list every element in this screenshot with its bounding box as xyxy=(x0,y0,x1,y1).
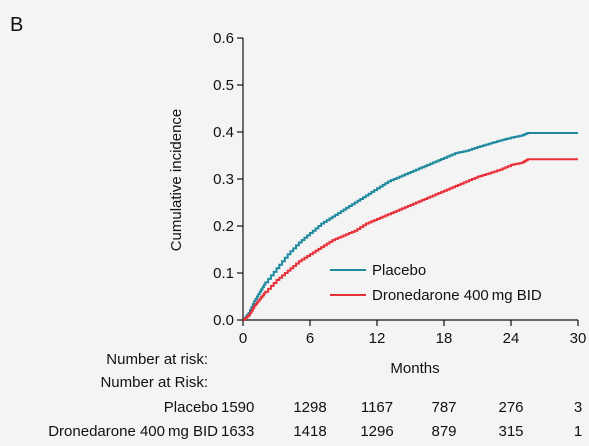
y-ticks: 0.0 0.1 0.2 0.3 0.4 0.5 0.6 xyxy=(213,30,243,329)
x-tick-label: 30 xyxy=(570,330,587,347)
risk-row-label: Placebo xyxy=(164,399,218,416)
x-tick-label: 24 xyxy=(503,330,520,347)
y-tick-label: 0.2 xyxy=(213,218,234,235)
risk-count: 1296 xyxy=(360,423,393,440)
y-tick-label: 0.4 xyxy=(213,124,234,141)
y-tick-label: 0.6 xyxy=(213,30,234,47)
risk-count: 879 xyxy=(431,423,456,440)
risk-count: 1 xyxy=(574,423,582,440)
x-ticks: 0 6 12 18 24 30 xyxy=(239,320,587,347)
x-tick-label: 18 xyxy=(436,330,453,347)
risk-count: 276 xyxy=(498,399,523,416)
legend-label-dronedarone: Dronedarone 400 mg BID xyxy=(372,287,542,304)
risk-table: Number at risk: Number at Risk: Placebo 1… xyxy=(48,351,582,440)
risk-count: 315 xyxy=(498,423,523,440)
risk-header-1: Number at risk: xyxy=(106,351,208,368)
x-tick-label: 6 xyxy=(306,330,314,347)
legend: Placebo Dronedarone 400 mg BID xyxy=(330,262,542,304)
y-axis-label: Cumulative incidence xyxy=(168,109,185,252)
y-tick-label: 0.5 xyxy=(213,77,234,94)
risk-count: 787 xyxy=(431,399,456,416)
risk-count: 1590 xyxy=(221,399,254,416)
risk-count: 1298 xyxy=(293,399,326,416)
risk-count: 1633 xyxy=(221,423,254,440)
risk-row-label: Dronedarone 400 mg BID xyxy=(48,423,218,440)
y-tick-label: 0.0 xyxy=(213,312,234,329)
risk-count: 3 xyxy=(574,399,582,416)
x-tick-label: 12 xyxy=(369,330,386,347)
risk-count: 1418 xyxy=(293,423,326,440)
panel-label: B xyxy=(10,14,23,36)
risk-header-2: Number at Risk: xyxy=(100,374,208,391)
y-tick-label: 0.1 xyxy=(213,265,234,282)
risk-rows: Placebo 1590 1298 1167 787 276 3 Dronedarone 40… xyxy=(48,399,582,440)
x-tick-label: 0 xyxy=(239,330,247,347)
legend-label-placebo: Placebo xyxy=(372,262,426,279)
series-group xyxy=(243,131,578,321)
risk-count: 1167 xyxy=(361,399,393,416)
series-line-dronedarone xyxy=(243,158,578,321)
x-axis-label: Months xyxy=(390,360,439,377)
y-tick-label: 0.3 xyxy=(213,171,234,188)
series-line-placebo xyxy=(243,131,578,321)
